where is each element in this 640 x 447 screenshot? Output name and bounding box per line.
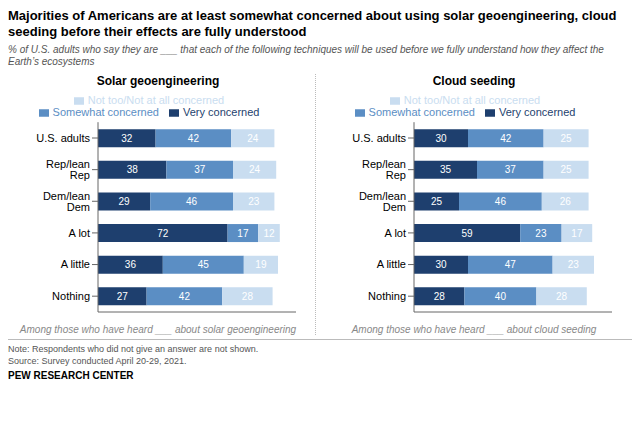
html-text:PEW RESEARCH CENTER: PEW RESEARCH CENTER [8,370,134,381]
html-text:Cloud seeding: Cloud seeding [432,74,516,88]
svg-text:37: 37 [505,164,517,175]
svg-text:59: 59 [462,228,474,239]
svg-text:24: 24 [247,133,259,144]
svg-text:A little: A little [377,258,406,270]
svg-text:23: 23 [248,196,260,207]
svg-text:46: 46 [186,196,198,207]
svg-text:U.S. adults: U.S. adults [352,132,406,144]
svg-text:42: 42 [500,133,512,144]
svg-text:Rep/leanRep: Rep/leanRep [46,158,90,181]
html-text:Note: Respondents who did not: Note: Respondents who did not give an an… [8,344,259,354]
svg-text:A lot: A lot [385,227,406,239]
svg-text:42: 42 [188,133,200,144]
svg-text:27: 27 [117,291,129,302]
svg-text:45: 45 [198,259,210,270]
svg-text:23: 23 [535,228,547,239]
svg-text:47: 47 [505,259,517,270]
svg-text:30: 30 [435,133,447,144]
html-text:Not too/Not at all concerned: Not too/Not at all concerned [403,94,541,106]
svg-text:A lot: A lot [69,227,90,239]
svg-text:32: 32 [121,133,133,144]
svg-text:38: 38 [127,164,139,175]
html-text:Somewhat concerned: Somewhat concerned [52,106,159,119]
svg-text:24: 24 [249,164,261,175]
svg-text:25: 25 [431,196,443,207]
html-text:Very concerned: Very concerned [183,106,260,119]
svg-text:Dem/leanDem: Dem/leanDem [43,190,90,213]
html-text:Source: Survey conducted April: Source: Survey conducted April 20-29, 20… [8,356,187,366]
svg-text:30: 30 [435,259,447,270]
svg-text:28: 28 [556,291,568,302]
svg-text:29: 29 [119,196,131,207]
html-text:Among those who have heard ___: Among those who have heard ___ about sol… [19,324,297,335]
svg-text:42: 42 [179,291,191,302]
svg-text:23: 23 [568,259,580,270]
svg-text:72: 72 [157,228,169,239]
svg-text:U.S. adults: U.S. adults [36,132,90,144]
svg-text:35: 35 [440,164,452,175]
svg-text:36: 36 [125,259,137,270]
svg-text:37: 37 [194,164,206,175]
html-text:Somewhat concerned: Somewhat concerned [368,106,475,119]
svg-text:46: 46 [495,196,507,207]
svg-text:26: 26 [560,196,572,207]
svg-text:12: 12 [263,228,275,239]
svg-text:Nothing: Nothing [52,290,90,302]
html-text:% of U.S. adults who say they: % of U.S. adults who say they are ___ th… [8,44,604,67]
html-text:Majorities of Americans are at: Majorities of Americans are at least som… [8,8,617,39]
svg-text:Nothing: Nothing [368,290,406,302]
svg-text:A little: A little [61,258,90,270]
svg-text:25: 25 [561,133,573,144]
html-text:Solar geoengineering: Solar geoengineering [96,74,220,88]
html-text:Very concerned: Very concerned [499,106,576,119]
html-text:Not too/Not at all concerned: Not too/Not at all concerned [87,94,225,106]
svg-text:28: 28 [242,291,254,302]
svg-text:19: 19 [255,259,267,270]
svg-text:Dem/leanDem: Dem/leanDem [359,190,406,213]
html-text:Among those who have heard ___: Among those who have heard ___ about clo… [351,324,597,335]
svg-text:17: 17 [571,228,583,239]
svg-text:25: 25 [561,164,573,175]
svg-text:28: 28 [434,291,446,302]
svg-text:Rep/leanRep: Rep/leanRep [362,158,406,181]
svg-text:17: 17 [237,228,249,239]
svg-text:40: 40 [495,291,507,302]
